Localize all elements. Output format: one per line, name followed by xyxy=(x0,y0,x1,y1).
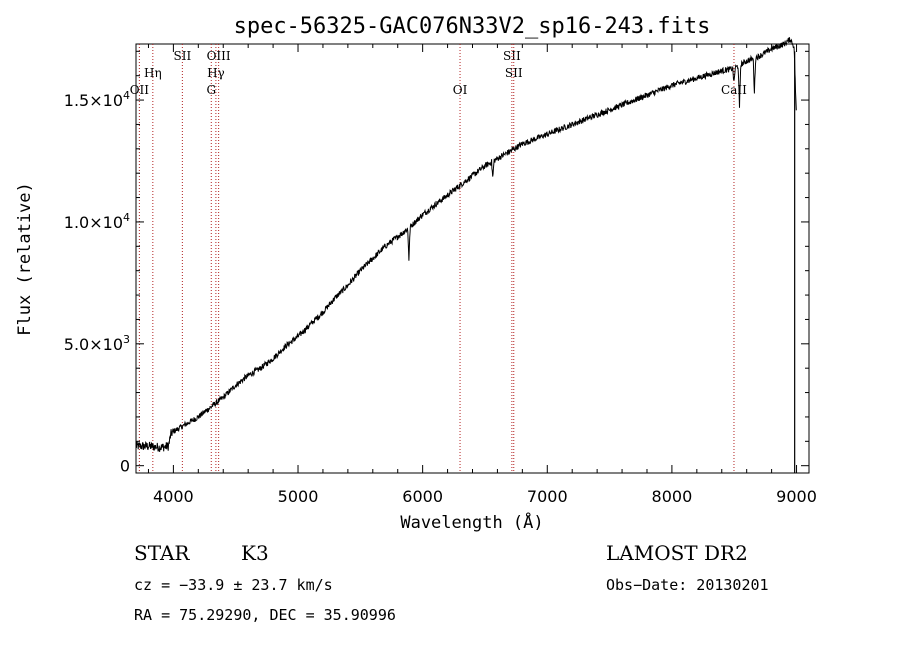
ra-dec-line: RA = 75.29290, DEC = 35.90996 xyxy=(134,606,396,624)
x-tick-label: 8000 xyxy=(652,487,693,506)
spectrum-series-line xyxy=(135,37,797,452)
line-marker-label: G xyxy=(206,83,216,97)
survey-name: LAMOST DR2 xyxy=(606,541,748,565)
plot-frame xyxy=(135,43,810,474)
y-tick-label: 5.0×103 xyxy=(64,333,130,354)
line-marker-label: OIII xyxy=(207,49,231,63)
x-tick-label: 7000 xyxy=(527,487,568,506)
x-tick-label: 9000 xyxy=(776,487,817,506)
object-subclass: K3 xyxy=(241,541,269,565)
y-tick-label: 0 xyxy=(120,457,130,476)
line-markers: OII Hη SII G Hγ OIII OI SII SII CaII xyxy=(130,44,747,473)
line-marker-label: Hγ xyxy=(207,66,225,80)
x-tick-label: 5000 xyxy=(278,487,319,506)
y-tick-label: 1.0×104 xyxy=(64,211,130,232)
line-marker-label: SII xyxy=(174,49,192,63)
data-layer xyxy=(135,37,797,473)
chart-title: spec-56325-GAC076N33V2_sp16-243.fits xyxy=(234,14,711,39)
redshift-line: cz = −33.9 ± 23.7 km/s xyxy=(134,576,333,594)
line-marker-label: Hη xyxy=(144,66,162,80)
line-marker-label: OI xyxy=(453,83,468,97)
y-axis-label: Flux (relative) xyxy=(15,182,35,336)
line-marker-label: CaII xyxy=(721,83,747,97)
y-tick-label: 1.5×104 xyxy=(64,89,130,110)
line-marker-label: SII xyxy=(505,66,523,80)
axis-ticks: 4000 5000 6000 7000 8000 9000 0 5.0×103 1.0×104 1… xyxy=(64,44,817,506)
x-axis-label: Wavelength (Å) xyxy=(400,511,543,533)
object-class: STAR xyxy=(134,541,190,565)
x-tick-label: 4000 xyxy=(153,487,194,506)
x-tick-label: 6000 xyxy=(402,487,443,506)
line-marker-label: OII xyxy=(130,83,150,97)
obs-date: Obs−Date: 20130201 xyxy=(606,576,769,594)
line-marker-label: SII xyxy=(503,49,521,63)
